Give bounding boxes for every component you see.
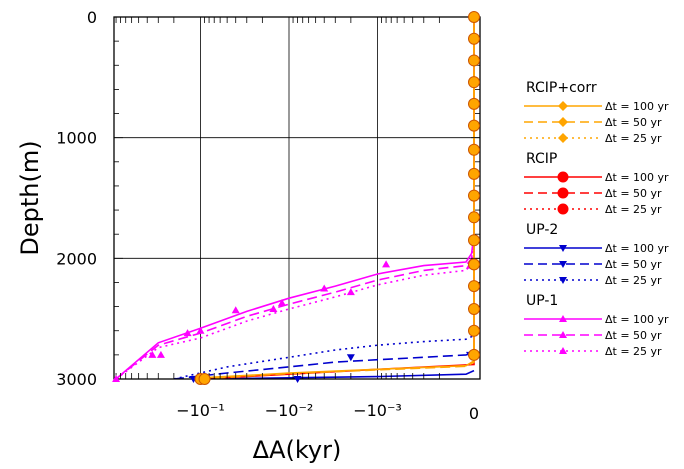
- series-up-1-dashed: [115, 240, 475, 379]
- legend-group-title: RCIP: [526, 151, 557, 167]
- marker-up-1: [183, 329, 192, 337]
- legend-marker: [558, 133, 568, 143]
- marker-up-1: [269, 305, 278, 313]
- marker-rcip-corr: [468, 76, 480, 89]
- legend-marker: [559, 261, 567, 268]
- legend-marker: [557, 203, 569, 215]
- marker-up-2: [293, 376, 302, 383]
- legend-entry-label: Δt = 100 yr: [605, 100, 669, 113]
- marker-rcip-corr: [468, 167, 480, 180]
- marker-layer: [112, 11, 480, 385]
- marker-up-2: [346, 354, 355, 362]
- y-tick-label: 3000: [56, 370, 97, 389]
- marker-up-1: [231, 306, 240, 314]
- legend-marker: [557, 171, 569, 183]
- series-rcip-corr-dashed: [200, 17, 475, 379]
- y-tick-label: 1000: [56, 129, 97, 148]
- marker-rcip-corr: [468, 324, 480, 337]
- y-tick-labels: 0 1000 2000 3000: [56, 8, 97, 389]
- series-layer: [115, 17, 475, 379]
- y-tick-label: 2000: [56, 249, 97, 268]
- marker-up-1: [382, 260, 391, 268]
- marker-rcip-corr: [468, 280, 480, 293]
- marker-up-1: [277, 298, 286, 306]
- legend-entry-label: Δt = 50 yr: [605, 258, 662, 271]
- legend-entry-label: Δt = 50 yr: [605, 116, 662, 129]
- marker-rcip-corr: [468, 348, 480, 361]
- legend-entry-label: Δt = 50 yr: [605, 187, 662, 200]
- marker-rcip-corr: [468, 303, 480, 316]
- legend-group-title: RCIP+corr: [526, 80, 597, 96]
- x-tick-label: 0: [469, 404, 479, 423]
- legend-marker: [557, 187, 569, 199]
- legend-marker: [559, 347, 567, 354]
- legend-entry-label: Δt = 50 yr: [605, 329, 662, 342]
- marker-rcip-corr: [468, 97, 480, 110]
- grid: [114, 17, 480, 379]
- legend-entry-label: Δt = 25 yr: [605, 203, 662, 216]
- marker-up-1: [196, 326, 205, 334]
- series-up-2-dashed: [173, 351, 475, 379]
- marker-rcip-corr: [468, 258, 480, 271]
- x-tick-label: −10⁻³: [353, 401, 402, 420]
- minor-ticks: [114, 16, 480, 380]
- marker-rcip-corr: [468, 54, 480, 67]
- legend-entry-label: Δt = 100 yr: [605, 171, 669, 184]
- legend-entry-label: Δt = 25 yr: [605, 132, 662, 145]
- marker-rcip-corr: [468, 143, 480, 156]
- legend-marker: [559, 315, 567, 322]
- legend-group-title: UP-1: [526, 293, 558, 309]
- y-axis-label: Depth(m): [16, 140, 44, 255]
- marker-up-1: [320, 284, 329, 292]
- marker-rcip-corr: [468, 234, 480, 247]
- x-tick-labels: −10⁻¹ −10⁻² −10⁻³ 0: [176, 401, 479, 423]
- x-tick-label: −10⁻¹: [176, 401, 225, 420]
- legend-marker: [559, 277, 567, 284]
- legend-marker: [558, 117, 568, 127]
- marker-rcip-corr: [468, 211, 480, 224]
- marker-up-1: [156, 350, 165, 358]
- legend-marker: [559, 245, 567, 252]
- marker-rcip-corr: [468, 32, 480, 45]
- marker-rcip-corr: [198, 373, 211, 385]
- legend-entry-label: Δt = 100 yr: [605, 242, 669, 255]
- legend-entry-label: Δt = 25 yr: [605, 274, 662, 287]
- legend-marker: [558, 101, 568, 111]
- legend: RCIP+corr Δt = 100 yr Δt = 50 yr Δt = 25 yr…: [524, 80, 669, 358]
- marker-up-1: [112, 375, 121, 382]
- series-up-2-dotted: [173, 334, 475, 379]
- x-axis-label: ΔA(kyr): [253, 436, 342, 464]
- y-tick-label: 0: [87, 8, 97, 27]
- legend-entry-label: Δt = 25 yr: [605, 345, 662, 358]
- marker-rcip-corr: [468, 189, 480, 202]
- marker-rcip-corr: [468, 119, 480, 132]
- marker-up-1: [346, 288, 355, 296]
- legend-marker: [559, 331, 567, 338]
- marker-rcip-corr: [468, 11, 480, 23]
- x-tick-label: −10⁻²: [265, 401, 314, 420]
- series-up-2-solid: [200, 369, 475, 379]
- legend-entry-label: Δt = 100 yr: [605, 313, 669, 326]
- series-rcip-solid: [200, 17, 475, 379]
- legend-group-title: UP-2: [526, 222, 558, 238]
- marker-up-1: [148, 350, 157, 358]
- plot-frame: [113, 16, 481, 380]
